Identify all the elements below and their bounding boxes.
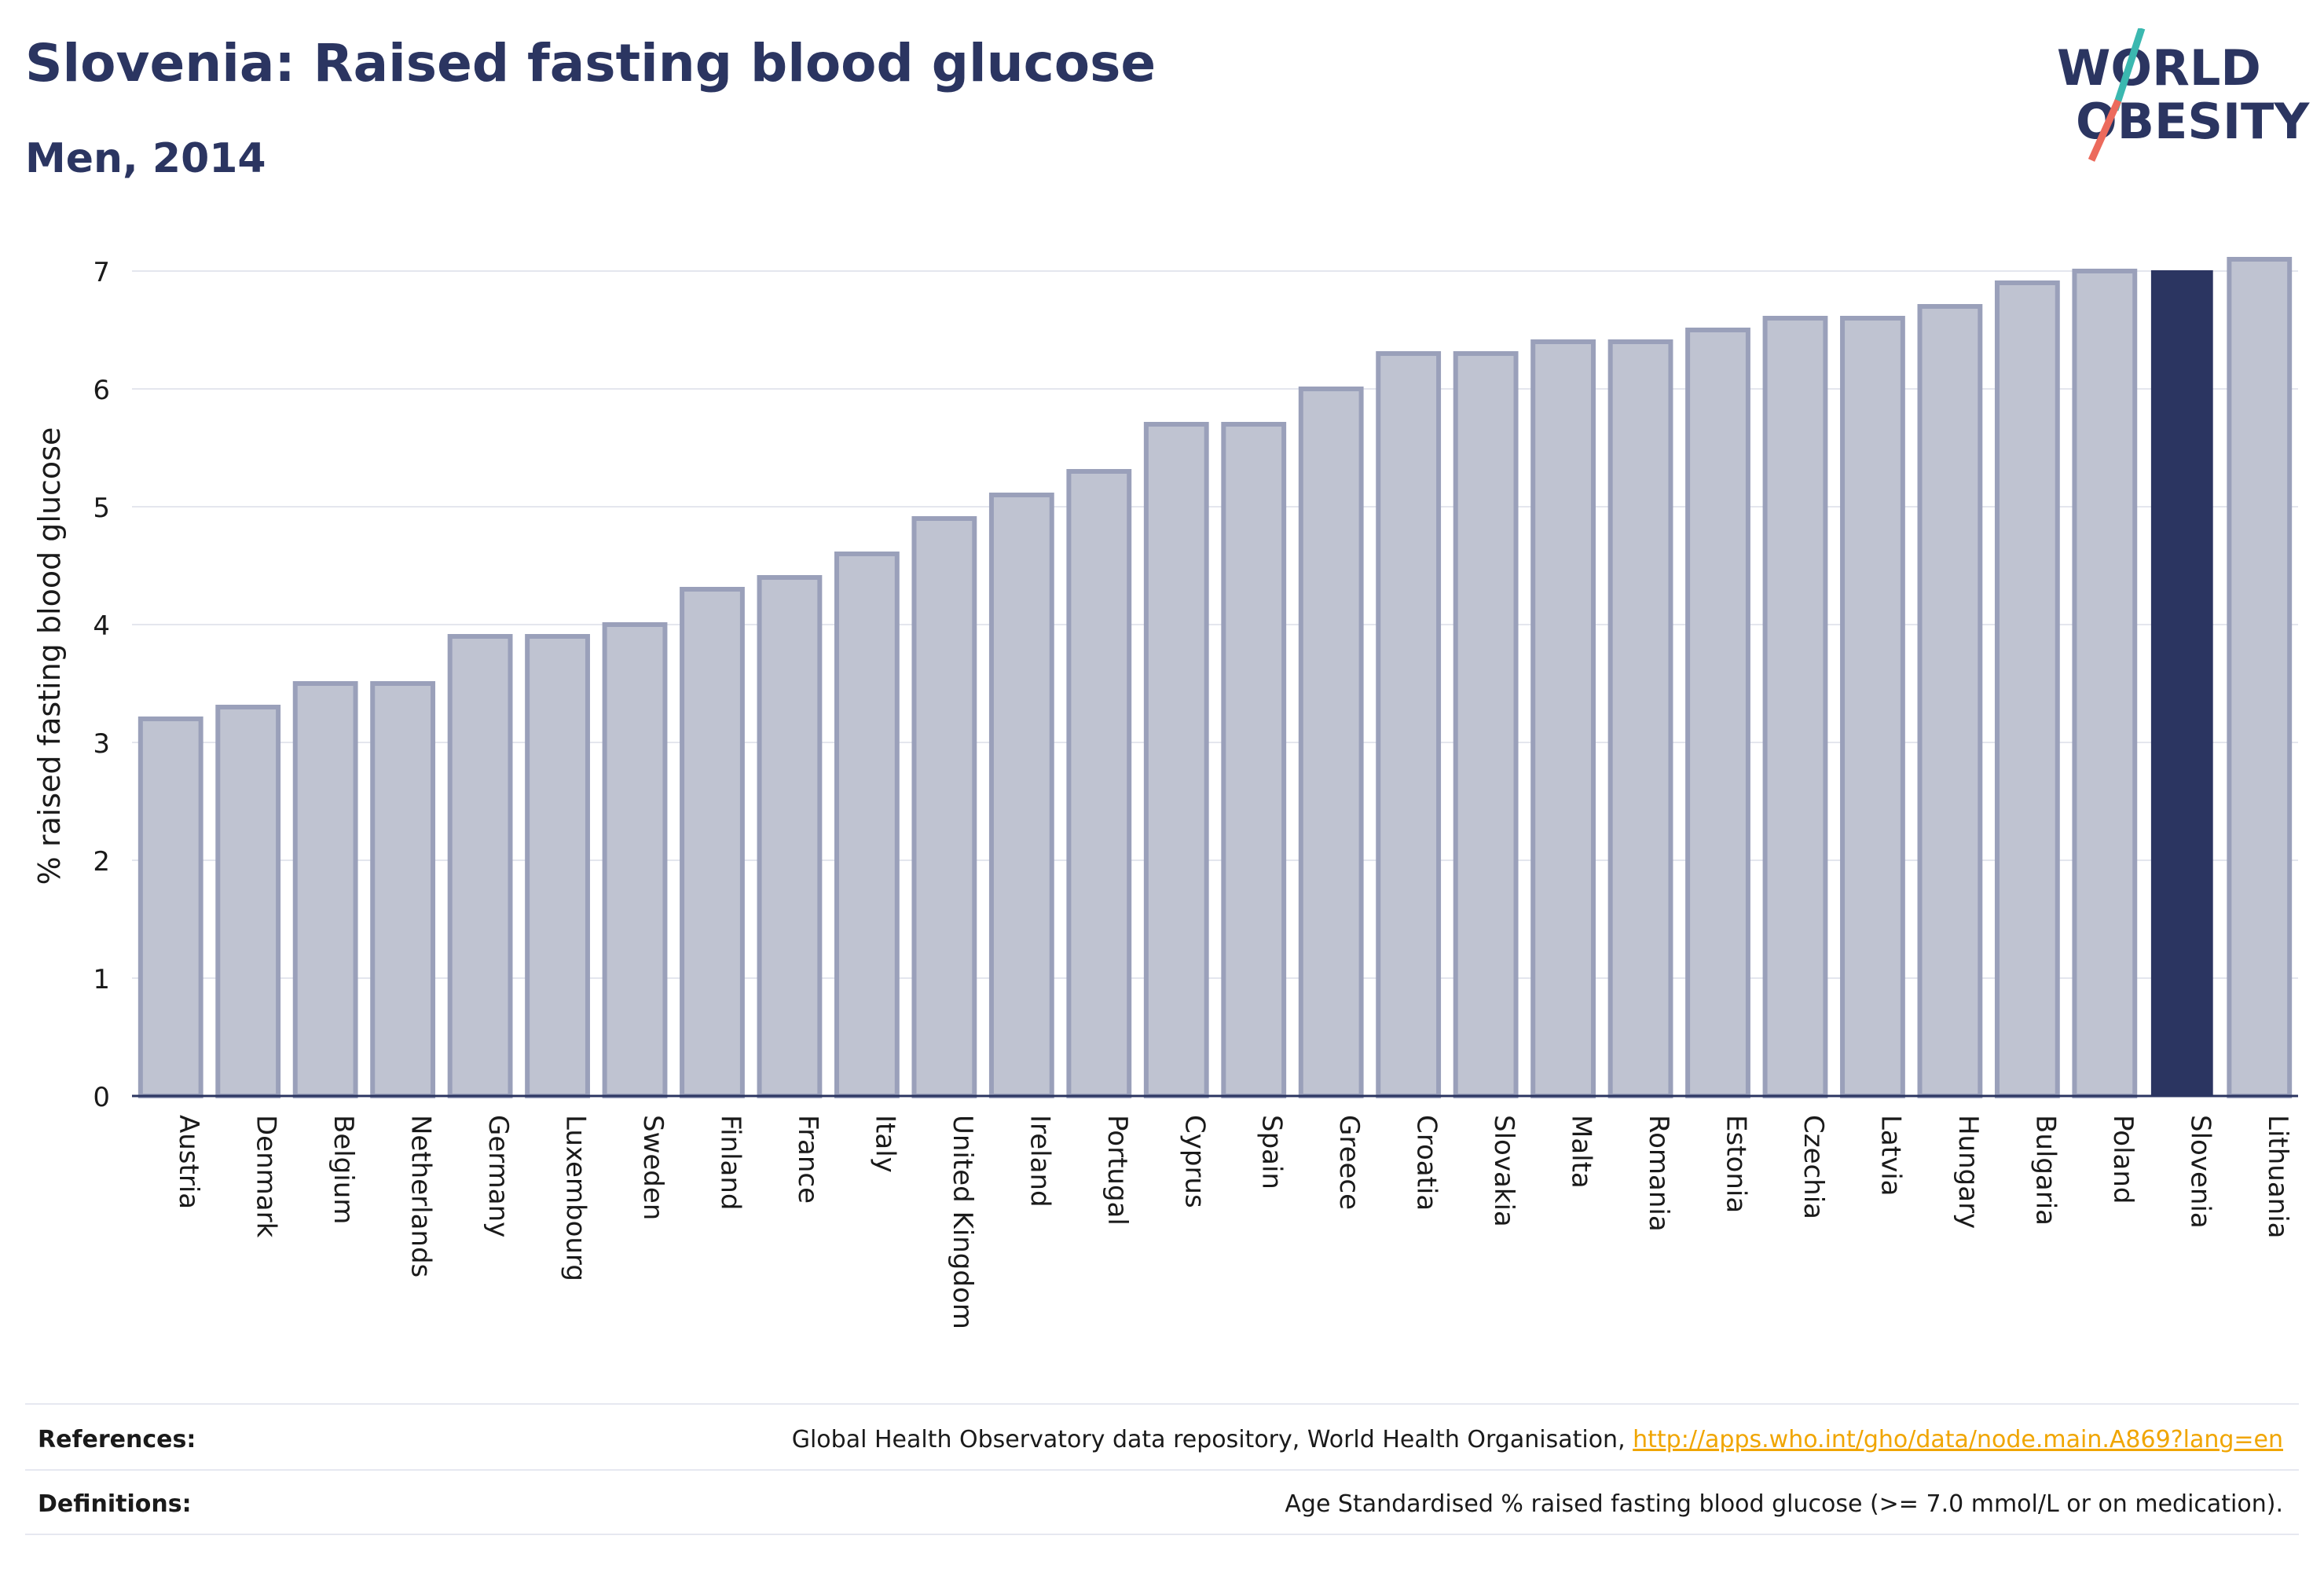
- y-axis-label: % raised fasting blood glucose: [32, 427, 67, 885]
- x-tick-label: Latvia: [1875, 1115, 1906, 1197]
- x-tick-label: Slovenia: [2184, 1115, 2216, 1229]
- bar-slovakia: [1453, 351, 1519, 1098]
- bars: [137, 257, 2293, 1098]
- x-tick-label: Ireland: [1024, 1115, 1055, 1208]
- page-subtitle: Men, 2014: [25, 135, 266, 182]
- x-tick-label: Poland: [2107, 1115, 2139, 1204]
- bar-ireland: [988, 493, 1054, 1098]
- x-tick-label: Sweden: [637, 1115, 669, 1220]
- bar-lithuania: [2227, 257, 2293, 1098]
- bar-united-kingdom: [911, 516, 977, 1098]
- y-tick-label: 0: [93, 1082, 110, 1113]
- definitions-text: Age Standardised % raised fasting blood …: [1285, 1490, 2283, 1518]
- footer-divider-bottom: [25, 1534, 2299, 1535]
- page-title: Slovenia: Raised fasting blood glucose: [25, 33, 1157, 93]
- x-tick-label: Denmark: [251, 1115, 282, 1238]
- y-tick-label: 3: [93, 728, 110, 760]
- bar-france: [757, 575, 823, 1098]
- bar-finland: [680, 587, 745, 1098]
- x-tick-label: Hungary: [1952, 1115, 1984, 1229]
- references-label: References:: [38, 1425, 196, 1453]
- x-tick-label: Czechia: [1798, 1115, 1829, 1219]
- x-tick-label: Finland: [714, 1115, 746, 1211]
- world-obesity-logo: WORLD OBESITY: [2057, 28, 2310, 162]
- bar-greece: [1298, 387, 1364, 1098]
- x-tick-label: Belgium: [328, 1115, 359, 1224]
- logo-slash-teal: [2111, 28, 2146, 112]
- x-tick-label: Croatia: [1411, 1115, 1442, 1211]
- x-tick-label: Austria: [173, 1115, 204, 1209]
- bar-spain: [1221, 422, 1287, 1098]
- footer-divider-top: [25, 1403, 2299, 1405]
- y-tick-label: 6: [93, 375, 110, 406]
- x-tick-label: Romania: [1643, 1115, 1674, 1232]
- logo-line1: WORLD: [2057, 39, 2261, 97]
- references-link[interactable]: http://apps.who.int/gho/data/node.main.A…: [1633, 1425, 2283, 1453]
- x-tick-label: Cyprus: [1178, 1115, 1210, 1208]
- logo-slash-coral: [2088, 99, 2122, 162]
- bar-latvia: [1840, 316, 1905, 1098]
- x-tick-label: Greece: [1333, 1115, 1365, 1210]
- bar-romania: [1607, 339, 1673, 1098]
- bar-portugal: [1066, 469, 1132, 1098]
- x-tick-label: France: [792, 1115, 823, 1204]
- bar-italy: [834, 552, 900, 1098]
- x-tick-label: Portugal: [1102, 1115, 1133, 1226]
- y-tick-label: 7: [93, 257, 110, 288]
- axes: 0 1 2 3 4 5 6 7 Austria Denmark Belgium Netherlands…: [93, 257, 2298, 1329]
- bar-denmark: [215, 705, 281, 1098]
- bar-croatia: [1376, 351, 1442, 1098]
- references-text: Global Health Observatory data repositor…: [792, 1426, 2299, 1453]
- bar-netherlands: [370, 681, 436, 1098]
- x-tick-label: Lithuania: [2262, 1115, 2293, 1238]
- footer-divider-mid: [25, 1469, 2299, 1471]
- x-tick-label: Bulgaria: [2029, 1115, 2061, 1226]
- bar-czechia: [1762, 316, 1828, 1098]
- bar-cyprus: [1143, 422, 1209, 1098]
- y-tick-label: 4: [93, 610, 110, 642]
- y-tick-label: 5: [93, 493, 110, 524]
- x-tick-label: Italy: [869, 1115, 900, 1173]
- references-row: References: Global Health Observatory da…: [25, 1408, 2299, 1471]
- bar-chart: 0 1 2 3 4 5 6 7 Austria Denmark Belgium Netherlands…: [32, 257, 2298, 1329]
- bar-estonia: [1685, 328, 1750, 1098]
- definitions-label: Definitions:: [38, 1490, 192, 1518]
- bar-luxembourg: [525, 634, 590, 1098]
- references-source: Global Health Observatory data repositor…: [791, 1425, 1633, 1453]
- y-tick-label: 2: [93, 846, 110, 878]
- definitions-row: Definitions: Age Standardised % raised f…: [25, 1472, 2299, 1535]
- bar-poland: [2072, 269, 2138, 1098]
- x-tick-label: Spain: [1256, 1115, 1288, 1189]
- y-tick-label: 1: [93, 964, 110, 995]
- x-tick-label: Luxembourg: [560, 1115, 592, 1281]
- bar-austria: [137, 717, 203, 1098]
- bar-germany: [447, 634, 513, 1098]
- bar-malta: [1530, 339, 1596, 1098]
- bar-bulgaria: [1994, 280, 2060, 1098]
- bar-slovenia: [2150, 270, 2213, 1097]
- x-tick-label: Estonia: [1721, 1115, 1752, 1213]
- x-tick-label: Malta: [1566, 1115, 1597, 1189]
- bar-sweden: [602, 622, 668, 1098]
- x-tick-label: Netherlands: [405, 1115, 437, 1277]
- bar-belgium: [292, 681, 358, 1098]
- x-tick-label: Germany: [482, 1115, 514, 1237]
- x-tick-label: United Kingdom: [947, 1115, 978, 1329]
- x-tick-label: Slovakia: [1488, 1115, 1519, 1227]
- bar-hungary: [1917, 304, 1983, 1098]
